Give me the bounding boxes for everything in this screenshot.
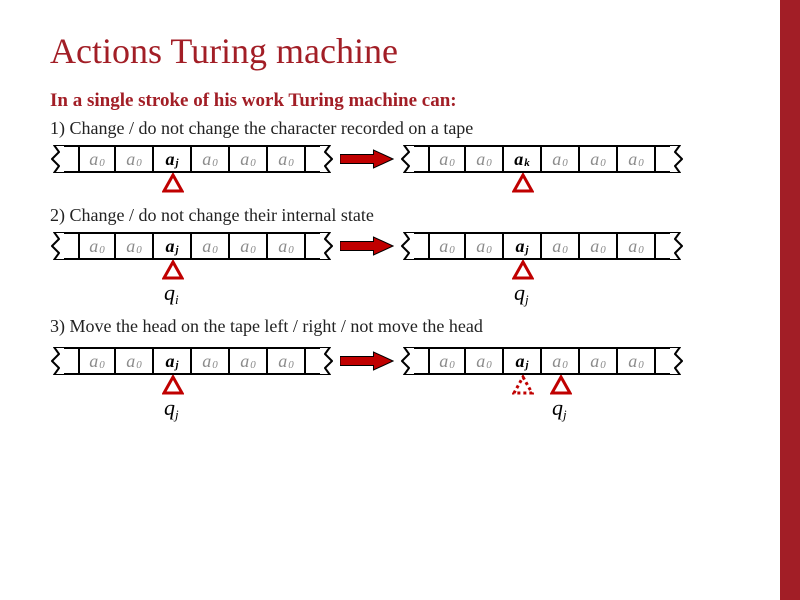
tape: a0a0aka0a0a0 (400, 145, 684, 173)
tape-blank (306, 232, 320, 260)
tape-head-icon (162, 260, 182, 278)
tape-blank (656, 232, 670, 260)
state-label: qj (514, 280, 529, 306)
tape-cell: a0 (78, 347, 116, 375)
state-row: qi (50, 282, 334, 308)
tape: a0a0aja0a0a0 (50, 145, 334, 173)
tape-cell: a0 (78, 232, 116, 260)
tape-blank (414, 232, 428, 260)
tape-blank (64, 347, 78, 375)
tape-cell: a0 (428, 145, 466, 173)
item-3-text: 3) Move the head on the tape left / righ… (50, 316, 750, 337)
head-row (400, 260, 684, 282)
tape-cell: a0 (618, 145, 656, 173)
tape-cell: a0 (78, 145, 116, 173)
state-label: qj (164, 395, 179, 421)
tape-block: a0a0aja0a0a0qj (400, 232, 684, 308)
tape-cell: a0 (542, 347, 580, 375)
tape-block: a0a0aja0a0a0qi (50, 232, 334, 308)
tape-cell: a0 (192, 232, 230, 260)
row-3: a0a0aja0a0a0qja0a0aja0a0a0qj (50, 347, 750, 423)
tape-blank (64, 232, 78, 260)
head-row (400, 173, 684, 195)
tape-cell: a0 (580, 145, 618, 173)
row-2: a0a0aja0a0a0qia0a0aja0a0a0qj (50, 232, 750, 308)
arrow-icon (334, 347, 400, 375)
tape-cell: a0 (466, 145, 504, 173)
tape-cell: a0 (230, 145, 268, 173)
tape-cell: a0 (116, 347, 154, 375)
tape-head-icon (550, 375, 570, 393)
tape-cell: a0 (268, 232, 306, 260)
row-1: a0a0aja0a0a0a0a0aka0a0a0 (50, 145, 750, 195)
tape-cell: aj (504, 232, 542, 260)
tape-cell: a0 (580, 232, 618, 260)
tape-head-icon (512, 173, 532, 191)
tape-cell: a0 (268, 347, 306, 375)
head-row (50, 173, 334, 195)
tape-cell: a0 (230, 232, 268, 260)
tape-cell: a0 (466, 347, 504, 375)
tape-block: a0a0aka0a0a0 (400, 145, 684, 195)
tape-cell: a0 (618, 347, 656, 375)
tape-cell: a0 (230, 347, 268, 375)
tape-block: a0a0aja0a0a0qj (50, 347, 334, 423)
tape-head-icon (512, 260, 532, 278)
tape-blank (414, 347, 428, 375)
page-title: Actions Turing machine (50, 30, 750, 72)
tape-cell: ak (504, 145, 542, 173)
item-2-text: 2) Change / do not change their internal… (50, 205, 750, 226)
tape-blank (64, 145, 78, 173)
tape-cell: a0 (428, 347, 466, 375)
tape-cell: aj (154, 145, 192, 173)
tape-cell: a0 (192, 347, 230, 375)
item-1-text: 1) Change / do not change the character … (50, 118, 750, 139)
arrow-icon (334, 145, 400, 173)
tape-cell: aj (154, 232, 192, 260)
subtitle: In a single stroke of his work Turing ma… (50, 90, 750, 112)
head-row (50, 375, 334, 397)
state-row: qj (50, 397, 334, 423)
tape: a0a0aja0a0a0 (400, 232, 684, 260)
tape-cell: a0 (618, 232, 656, 260)
slide: Actions Turing machine In a single strok… (0, 0, 800, 447)
tape-cell: aj (504, 347, 542, 375)
tape-cell: a0 (542, 232, 580, 260)
tape-cell: aj (154, 347, 192, 375)
tape-blank (414, 145, 428, 173)
arrow-icon (334, 232, 400, 260)
tape-cell: a0 (580, 347, 618, 375)
tape-blank (306, 145, 320, 173)
head-row (50, 260, 334, 282)
tape-block: a0a0aja0a0a0 (50, 145, 334, 195)
tape-cell: a0 (192, 145, 230, 173)
accent-bar (780, 0, 800, 600)
state-row: qj (400, 397, 684, 423)
state-label: qj (552, 395, 567, 421)
tape-cell: a0 (116, 232, 154, 260)
tape-blank (656, 145, 670, 173)
state-row: qj (400, 282, 684, 308)
tape-head-icon (162, 375, 182, 393)
state-label: qi (164, 280, 179, 306)
tape-cell: a0 (116, 145, 154, 173)
tape-cell: a0 (268, 145, 306, 173)
tape-head-ghost-icon (512, 375, 532, 393)
tape: a0a0aja0a0a0 (400, 347, 684, 375)
tape-blank (306, 347, 320, 375)
tape: a0a0aja0a0a0 (50, 347, 334, 375)
tape: a0a0aja0a0a0 (50, 232, 334, 260)
head-row (400, 375, 684, 397)
tape-head-icon (162, 173, 182, 191)
tape-cell: a0 (466, 232, 504, 260)
tape-blank (656, 347, 670, 375)
tape-cell: a0 (428, 232, 466, 260)
tape-cell: a0 (542, 145, 580, 173)
tape-block: a0a0aja0a0a0qj (400, 347, 684, 423)
